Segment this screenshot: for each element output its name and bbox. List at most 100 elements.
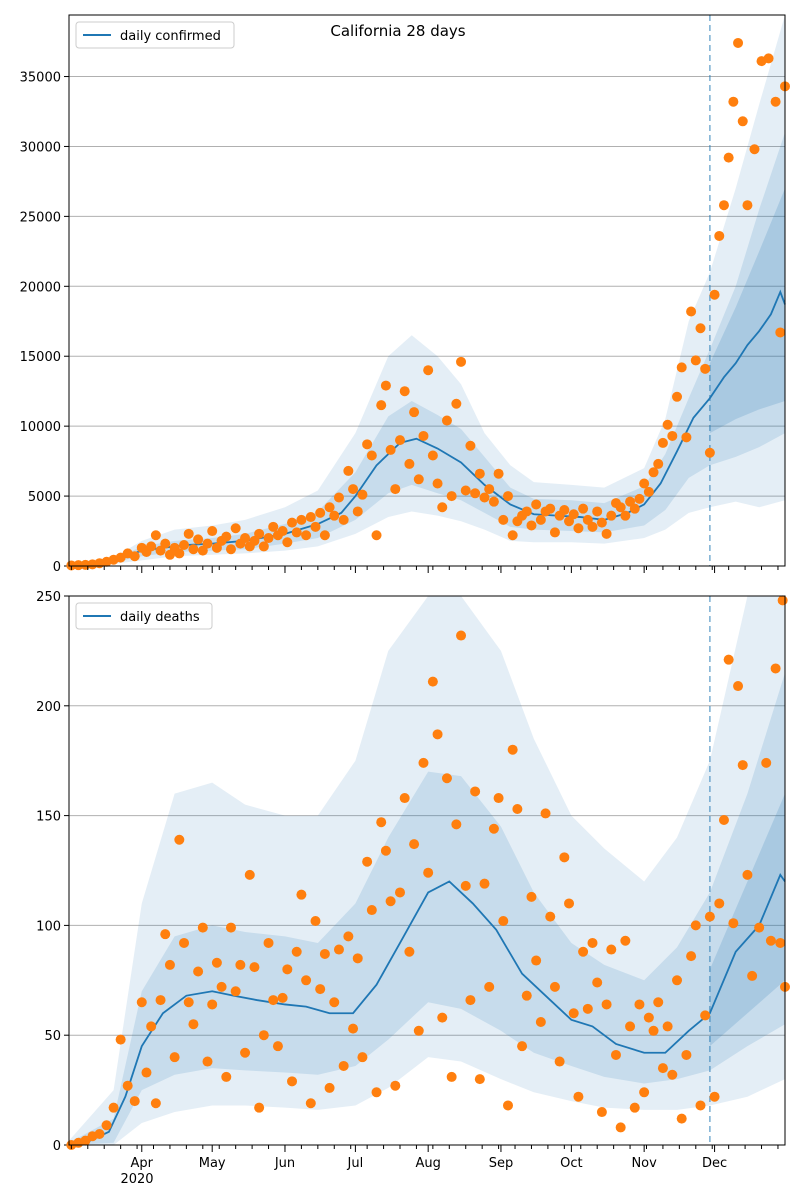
data-point <box>596 517 607 528</box>
data-point <box>277 992 288 1003</box>
data-point <box>432 478 443 489</box>
data-point <box>733 37 744 48</box>
data-point <box>695 323 706 334</box>
y-tick-label: 10000 <box>20 420 61 435</box>
x-tick-label: Oct <box>560 1156 582 1171</box>
data-point <box>240 1047 251 1058</box>
data-point <box>409 407 420 418</box>
data-point <box>521 990 532 1001</box>
data-point <box>695 1100 706 1111</box>
data-point <box>763 53 774 64</box>
data-point <box>662 1021 673 1032</box>
data-point <box>700 1010 711 1021</box>
data-point <box>465 995 476 1006</box>
data-point <box>728 918 739 929</box>
data-point <box>225 544 236 555</box>
data-point <box>728 96 739 107</box>
data-point <box>606 510 617 521</box>
x-tick-label: Aug <box>415 1156 440 1171</box>
data-point <box>183 997 194 1008</box>
data-point <box>568 509 579 520</box>
data-point <box>559 505 570 516</box>
data-point <box>629 1102 640 1113</box>
data-point <box>714 898 725 909</box>
data-point <box>493 468 504 479</box>
data-point <box>287 517 298 528</box>
data-point <box>742 869 753 880</box>
data-point <box>742 200 753 211</box>
data-point <box>573 523 584 534</box>
data-point <box>324 1082 335 1093</box>
data-point <box>770 96 781 107</box>
data-point <box>634 999 645 1010</box>
y-tick-label: 0 <box>53 560 61 575</box>
data-point <box>502 1100 513 1111</box>
y-tick-label: 5000 <box>28 490 61 505</box>
axes-frame <box>68 595 786 1146</box>
data-point <box>357 1052 368 1063</box>
data-point <box>310 521 321 532</box>
data-point <box>737 116 748 127</box>
data-point <box>115 1034 126 1045</box>
data-point <box>362 856 373 867</box>
data-point <box>268 995 279 1006</box>
data-point <box>305 1098 316 1109</box>
data-point <box>225 922 236 933</box>
x-tick-label: Apr <box>131 1156 154 1171</box>
data-point <box>352 953 363 964</box>
data-point <box>371 530 382 541</box>
data-point <box>413 474 424 485</box>
data-point <box>507 744 518 755</box>
data-point <box>648 1025 659 1036</box>
data-point <box>390 484 401 495</box>
data-point <box>465 440 476 451</box>
x-tick-label: Jun <box>274 1156 295 1171</box>
data-point <box>470 786 481 797</box>
y-tick-label: 30000 <box>20 140 61 155</box>
data-point <box>169 1052 180 1063</box>
data-point <box>108 1102 119 1113</box>
data-point <box>277 526 288 537</box>
data-point <box>254 1102 265 1113</box>
data-point <box>451 819 462 830</box>
data-point <box>329 997 340 1008</box>
data-point <box>639 478 650 489</box>
data-point <box>592 977 603 988</box>
data-point <box>207 526 218 537</box>
data-point <box>235 959 246 970</box>
data-point <box>160 538 171 549</box>
data-point <box>639 1087 650 1098</box>
y-tick-label: 35000 <box>20 71 61 86</box>
uncertainty-band <box>69 15 785 566</box>
data-point <box>437 502 448 513</box>
data-point <box>319 530 330 541</box>
data-point <box>761 757 772 768</box>
data-point <box>423 365 434 376</box>
data-point <box>723 152 734 163</box>
data-point <box>230 523 241 534</box>
data-point <box>718 200 729 211</box>
data-point <box>399 386 410 397</box>
data-point <box>456 356 467 367</box>
data-point <box>488 823 499 834</box>
data-point <box>282 964 293 975</box>
data-point <box>399 793 410 804</box>
y-tick-label: 100 <box>36 919 61 934</box>
data-point <box>672 391 683 402</box>
data-point <box>305 512 316 523</box>
data-point <box>770 663 781 674</box>
data-point <box>329 510 340 521</box>
data-point <box>587 521 598 532</box>
data-point <box>474 1074 485 1085</box>
data-point <box>718 814 729 825</box>
data-point <box>634 493 645 504</box>
data-point <box>427 450 438 461</box>
uncertainty-band <box>69 672 785 1145</box>
data-point <box>315 984 326 995</box>
data-point <box>690 920 701 931</box>
chart-title: California 28 days <box>330 22 465 40</box>
data-point <box>535 514 546 525</box>
data-point <box>662 419 673 430</box>
data-point <box>587 937 598 948</box>
data-point <box>446 491 457 502</box>
